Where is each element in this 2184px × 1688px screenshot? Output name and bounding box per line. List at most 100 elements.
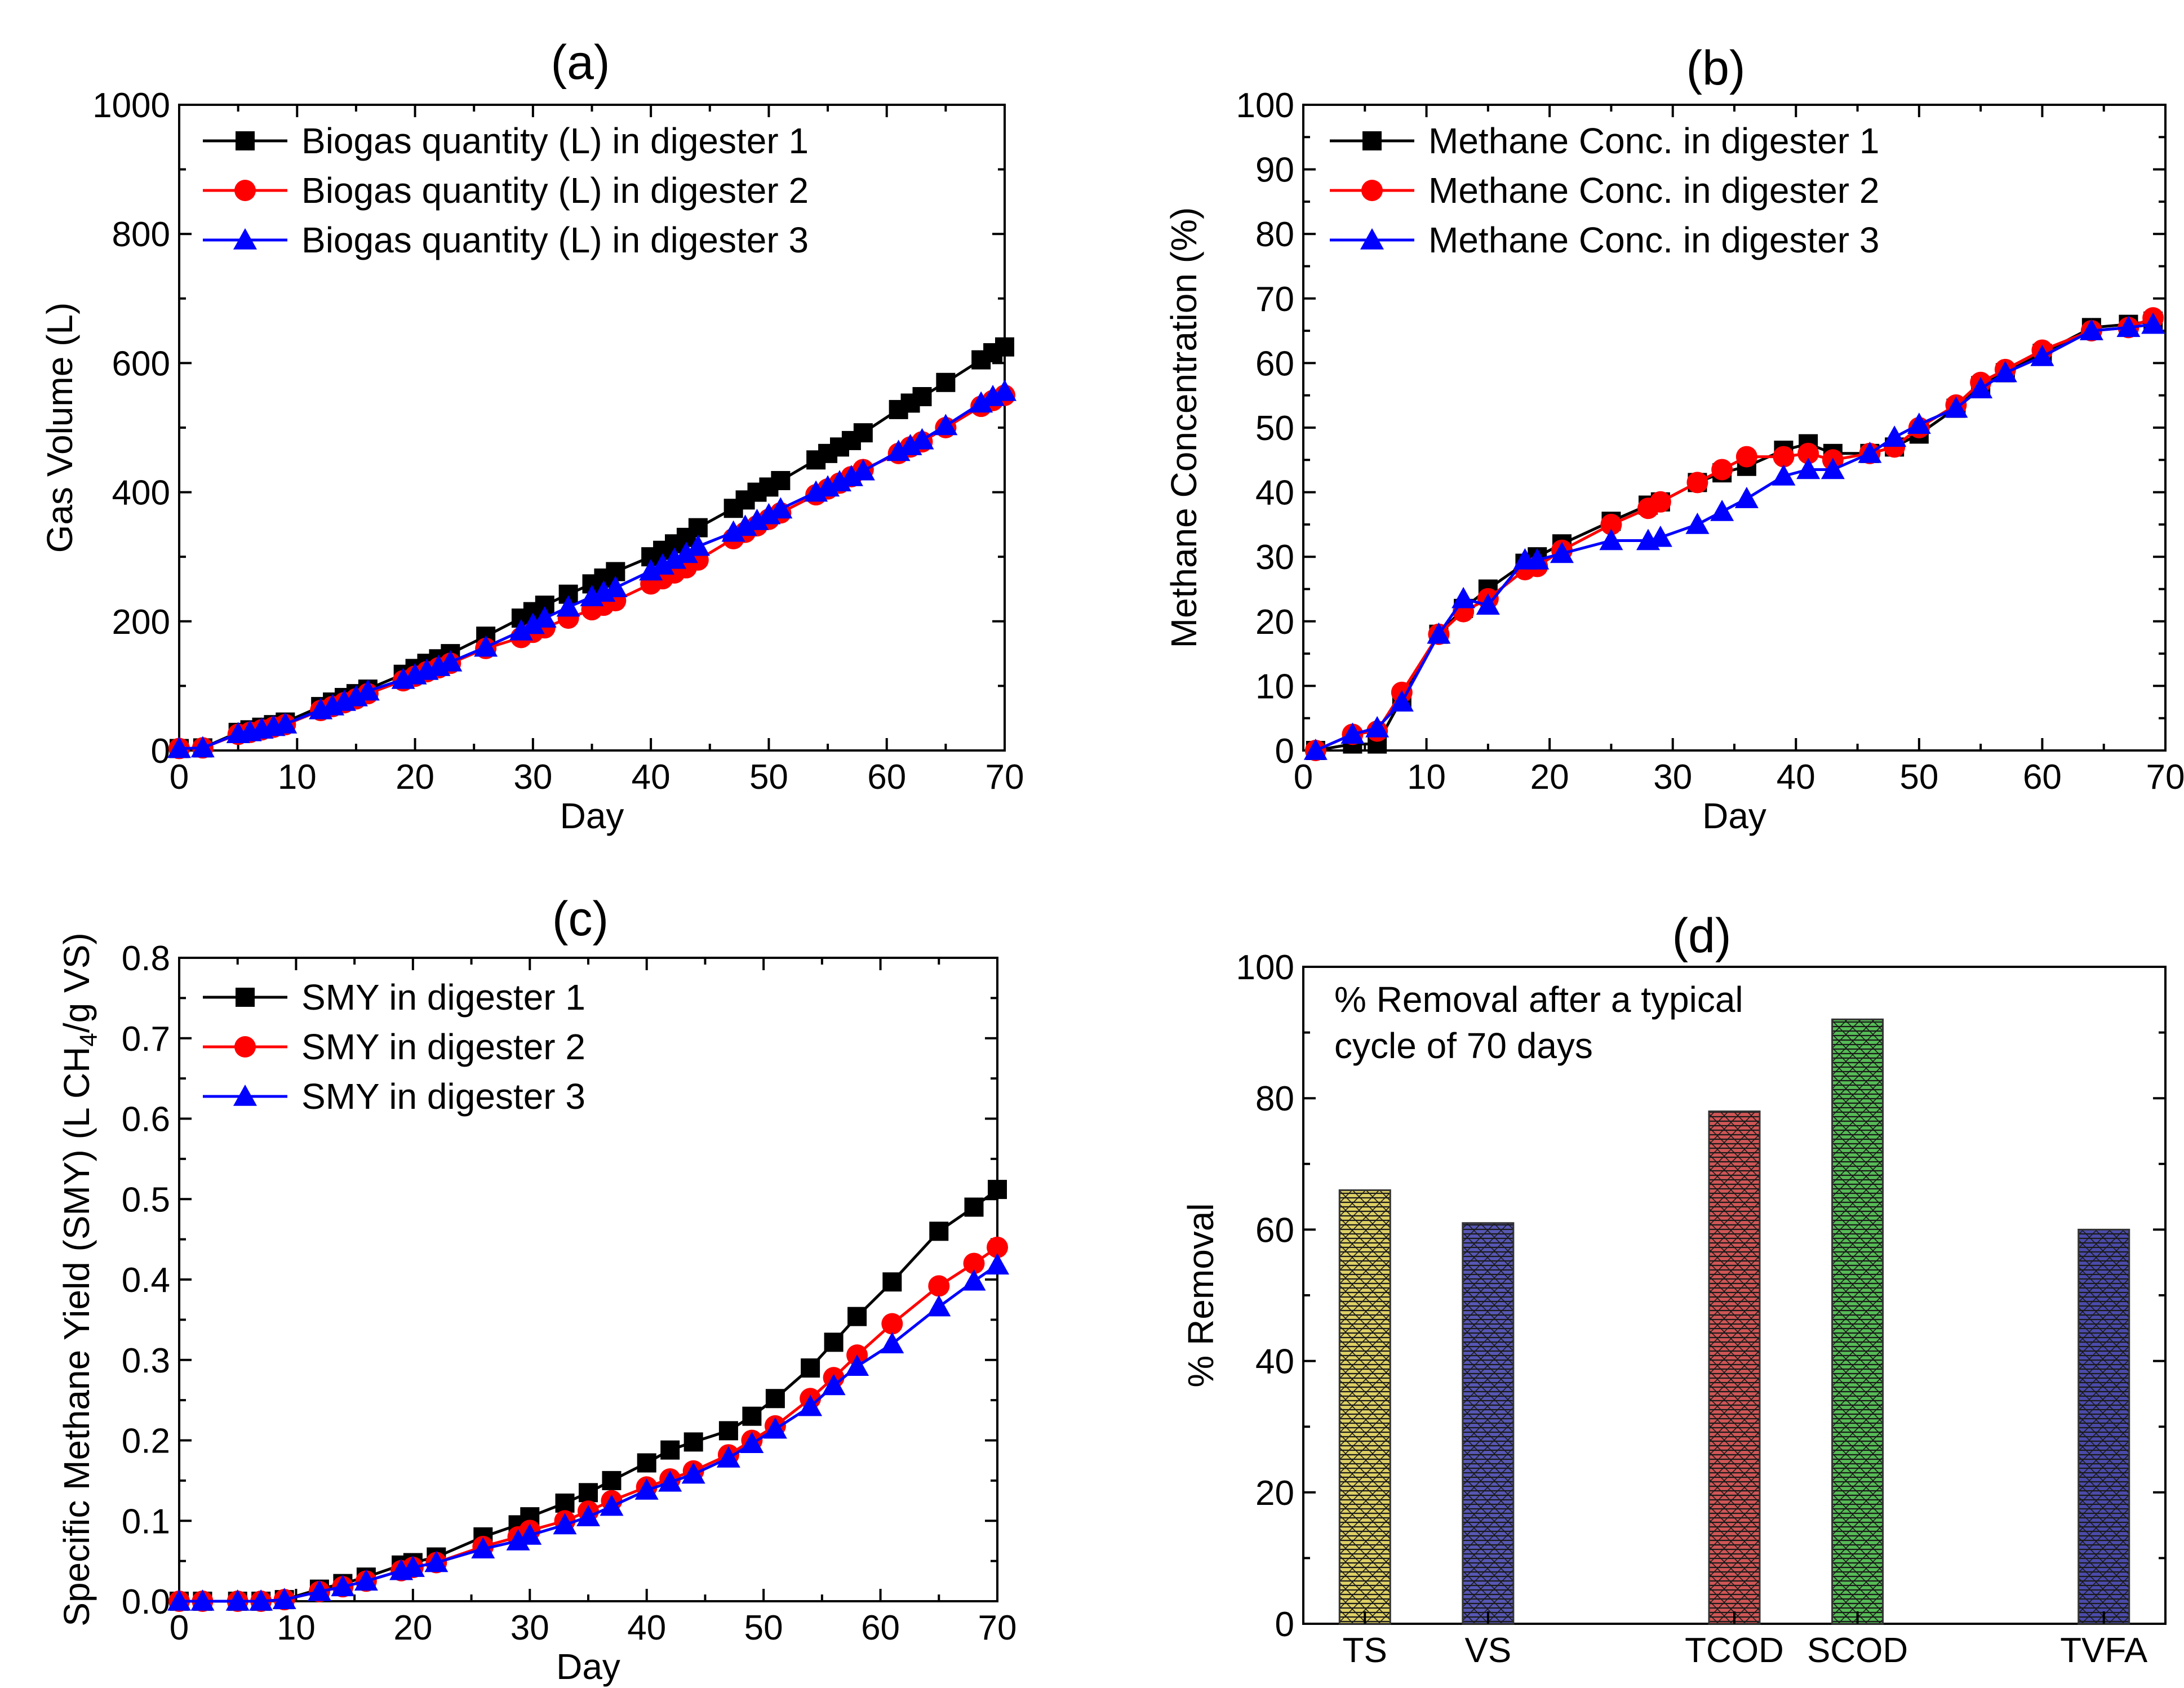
data-point (2079, 319, 2103, 340)
y-axis-title: Specific Methane Yield (SMY) (L CH4/g VS… (56, 932, 103, 1626)
series-line (179, 345, 1006, 750)
data-point (1907, 412, 1931, 434)
x-tick-label: TS (1343, 1631, 1387, 1670)
y-tick-label: 400 (112, 474, 170, 513)
data-point (886, 439, 911, 461)
bar-scod (1831, 1018, 1884, 1625)
legend-marker (233, 228, 257, 250)
x-tick-label: 20 (393, 1609, 432, 1647)
legend-marker (1360, 228, 1384, 250)
data-point (518, 1523, 542, 1545)
series-line (179, 390, 1006, 750)
panel-label: (a) (551, 35, 610, 90)
data-point (962, 1269, 986, 1291)
data-point (688, 518, 708, 538)
series-3 (167, 379, 1016, 758)
data-point (344, 685, 368, 707)
legend-marker (233, 1085, 257, 1106)
data-point (898, 434, 922, 455)
data-point (651, 553, 675, 575)
data-point (740, 1432, 764, 1454)
data-point (471, 1537, 495, 1559)
x-tick-label: SCOD (1807, 1631, 1908, 1670)
data-point (424, 1551, 449, 1572)
data-point (576, 1505, 600, 1526)
panel-label: (c) (552, 892, 609, 946)
data-point (637, 1453, 656, 1473)
data-point (1797, 442, 1819, 464)
y-tick-label: 20 (1255, 603, 1294, 642)
legend: SMY in digester 1 SMY in digester 2 SMY in… (203, 977, 585, 1117)
x-tick-label: 40 (1777, 758, 1815, 797)
data-point (190, 736, 215, 758)
data-point (1476, 593, 1500, 615)
x-tick-label: TCOD (1685, 1631, 1784, 1670)
x-tick-label: 30 (1653, 758, 1692, 797)
x-tick-label: 0 (170, 1609, 189, 1647)
data-point (603, 576, 628, 598)
x-tick-label: 50 (1899, 758, 1938, 797)
data-point (936, 372, 956, 392)
y-tick-label: 0 (1275, 732, 1294, 771)
chart-panel-a: (a) 0 200 400 600 800 1000 0 10 20 30 40 50 60 70 Day Ga… (39, 35, 1024, 836)
legend-label: Methane Conc. in digester 1 (1428, 121, 1879, 161)
data-point (882, 1272, 902, 1292)
legend-label: Methane Conc. in digester 2 (1428, 170, 1879, 211)
data-point (881, 1313, 903, 1335)
data-point (988, 1180, 1007, 1200)
data-point (556, 595, 580, 617)
data-point (716, 1446, 740, 1468)
data-point (2116, 316, 2141, 337)
data-point (1735, 446, 1757, 468)
data-point (660, 1440, 680, 1460)
data-point (225, 1589, 250, 1611)
x-tick-label: 10 (278, 758, 317, 797)
data-point (634, 1478, 659, 1500)
data-point (2141, 312, 2165, 334)
y-tick-label: 40 (1255, 1343, 1294, 1382)
data-point (273, 712, 298, 734)
y-tick-label: 0.1 (122, 1502, 170, 1541)
data-point (993, 379, 1016, 401)
data-point (674, 541, 698, 563)
data-point (1390, 690, 1414, 712)
data-point (401, 1556, 425, 1577)
data-point (927, 1295, 951, 1317)
y-tick-label: 20 (1255, 1474, 1294, 1513)
data-point (1550, 541, 1574, 563)
data-point (1883, 425, 1907, 447)
legend-marker (236, 131, 255, 150)
y-tick-label: 0.3 (122, 1341, 170, 1380)
series-1 (170, 337, 1014, 758)
y-tick-label: 70 (1255, 280, 1294, 319)
data-point (969, 391, 993, 413)
x-tick-label: 70 (978, 1609, 1017, 1647)
data-point (1427, 622, 1451, 644)
legend-item: SMY in digester 3 (203, 1076, 585, 1117)
data-point (853, 423, 873, 443)
data-point (733, 514, 757, 536)
data-point (602, 1471, 622, 1490)
y-tick-label: 0.0 (122, 1583, 170, 1622)
data-point (995, 337, 1014, 357)
data-point (765, 1389, 785, 1409)
series-line (179, 1264, 998, 1603)
legend-item: Methane Conc. in digester 3 (1330, 220, 1879, 260)
y-tick-label: 80 (1255, 1080, 1294, 1118)
panel-label: (b) (1686, 41, 1745, 95)
legend-marker (1361, 180, 1383, 201)
annotation-line: cycle of 70 days (1334, 1025, 1593, 1066)
data-point (771, 470, 791, 490)
data-point (354, 1569, 378, 1591)
series-line (1315, 323, 2154, 752)
data-point (356, 679, 380, 701)
data-point (1734, 487, 1759, 508)
data-point (190, 1589, 215, 1611)
y-tick-label: 600 (112, 344, 170, 383)
y-tick-label: 0 (1275, 1605, 1294, 1644)
data-point (763, 1417, 787, 1439)
data-point (579, 1483, 598, 1503)
data-point (880, 1332, 904, 1353)
x-tick-label: 50 (749, 758, 788, 797)
